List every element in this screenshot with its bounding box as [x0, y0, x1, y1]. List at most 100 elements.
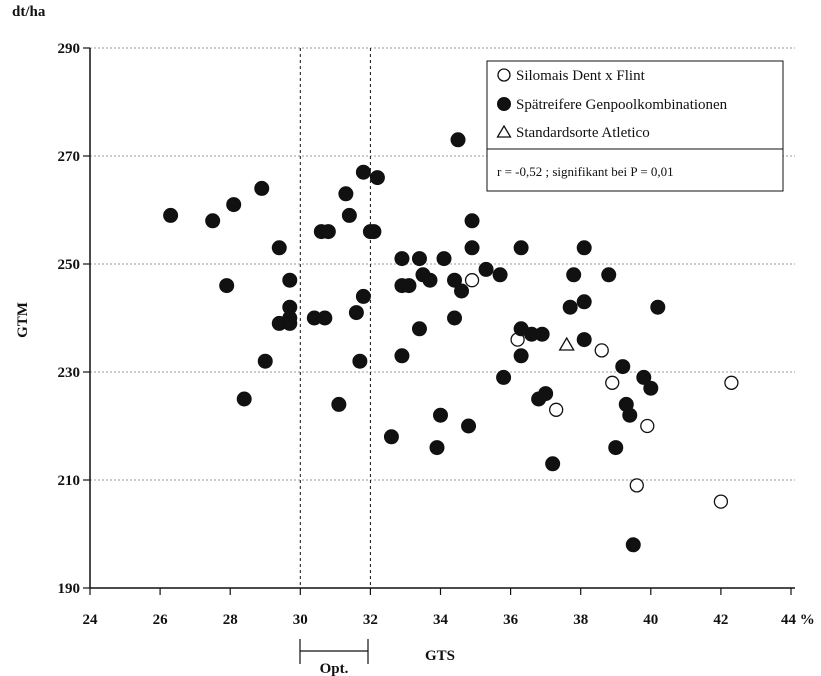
x-tick-label: 44 %: [781, 612, 815, 628]
legend: Silomais Dent x Flint Spätreifere Genpoo…: [486, 60, 784, 150]
x-axis-ticks: 24 26 28 30 32 34 36 38 40 42 44 %: [83, 588, 815, 628]
point-spaetreife: [219, 278, 235, 294]
point-silomais: [464, 273, 480, 288]
statistic-box-frame: [486, 148, 784, 192]
point-spaetreife: [566, 267, 582, 283]
point-spaetreife: [576, 294, 592, 310]
point-spaetreife: [411, 321, 427, 337]
axes: [89, 48, 795, 589]
point-spaetreife: [433, 407, 448, 423]
point-spaetreife: [355, 164, 371, 180]
x-tick-label: 40: [643, 612, 658, 628]
x-tick-label: 36: [503, 612, 519, 628]
point-spaetreife: [562, 299, 578, 315]
point-silomais: [629, 478, 644, 493]
data-points: [163, 132, 739, 553]
point-spaetreife: [394, 251, 410, 267]
point-spaetreife: [450, 132, 466, 148]
point-spaetreife: [545, 456, 561, 472]
point-spaetreife: [464, 213, 480, 229]
point-spaetreife: [601, 267, 617, 283]
point-spaetreife: [615, 359, 631, 375]
point-spaetreife: [436, 251, 452, 267]
y-tick-label: 290: [58, 41, 81, 57]
point-spaetreife: [282, 315, 298, 331]
legend-box: [486, 60, 784, 150]
point-spaetreife: [496, 369, 512, 385]
x-tick-label: 38: [573, 612, 588, 628]
x-tick-label: 34: [433, 612, 449, 628]
point-silomais: [594, 343, 609, 358]
point-spaetreife: [576, 332, 592, 348]
y-axis-ticks: 190 210 230 250 270 290: [58, 41, 90, 597]
point-standardsorte: [558, 336, 575, 351]
point-spaetreife: [331, 396, 347, 412]
point-spaetreife: [355, 288, 371, 304]
point-spaetreife: [478, 261, 494, 277]
optimum-range-lines: [299, 48, 371, 588]
legend-marker-open-circle: [497, 68, 511, 82]
x-tick-label: 24: [83, 612, 99, 628]
point-spaetreife: [254, 180, 270, 196]
point-spaetreife: [464, 240, 480, 256]
point-spaetreife: [422, 272, 438, 288]
x-tick-label: 30: [293, 612, 308, 628]
x-tick-label: 42: [713, 612, 728, 628]
y-tick-label: 210: [58, 473, 81, 489]
point-spaetreife: [643, 380, 659, 396]
legend-marker-triangle: [496, 124, 512, 138]
point-spaetreife: [576, 240, 592, 256]
point-spaetreife: [636, 369, 652, 385]
point-spaetreife: [341, 207, 357, 223]
point-spaetreife: [271, 240, 287, 256]
point-spaetreife: [394, 348, 410, 364]
legend-entry-standardsorte: Standardsorte Atletico: [516, 125, 650, 141]
x-tick-label: 26: [153, 612, 169, 628]
point-spaetreife: [513, 240, 529, 256]
point-spaetreife: [411, 251, 427, 267]
point-spaetreife: [352, 353, 368, 369]
y-tick-label: 270: [58, 149, 81, 165]
x-axis-label: GTS: [425, 648, 455, 664]
y-tick-label: 230: [58, 365, 81, 381]
point-spaetreife: [257, 353, 273, 369]
point-spaetreife: [320, 224, 336, 240]
point-spaetreife: [513, 348, 529, 364]
point-spaetreife: [348, 305, 364, 321]
point-spaetreife: [650, 299, 666, 315]
point-spaetreife: [236, 391, 252, 407]
legend-marker-filled-circle: [497, 97, 511, 111]
y-unit-label: dt/ha: [12, 4, 46, 20]
point-spaetreife: [461, 418, 477, 434]
point-spaetreife: [317, 310, 333, 326]
point-spaetreife: [366, 224, 382, 240]
point-silomais: [605, 375, 620, 390]
point-spaetreife: [447, 310, 463, 326]
point-silomais: [724, 375, 739, 390]
point-silomais: [549, 402, 564, 417]
correlation-annotation: r = -0,52 ; signifikant bei P = 0,01: [497, 164, 674, 179]
y-axis-label: GTM: [15, 302, 31, 338]
point-spaetreife: [383, 429, 399, 445]
x-tick-label: 32: [363, 612, 378, 628]
y-tick-label: 250: [58, 257, 81, 273]
point-spaetreife: [608, 440, 624, 456]
point-spaetreife: [492, 267, 508, 283]
point-spaetreife: [282, 272, 298, 288]
point-spaetreife: [401, 278, 417, 294]
point-spaetreife: [226, 197, 242, 213]
legend-entry-spaetreife: Spätreifere Genpoolkombinationen: [516, 97, 728, 113]
point-spaetreife: [454, 283, 470, 299]
point-spaetreife: [369, 170, 385, 186]
point-spaetreife: [338, 186, 354, 202]
legend-entry-silomais: Silomais Dent x Flint: [516, 68, 646, 84]
optimum-label: Opt.: [320, 661, 349, 676]
point-spaetreife: [447, 272, 463, 288]
point-silomais: [640, 418, 655, 434]
point-spaetreife: [163, 207, 179, 223]
y-tick-label: 190: [58, 581, 81, 597]
point-spaetreife: [622, 407, 638, 423]
point-spaetreife: [205, 213, 221, 229]
point-spaetreife: [538, 386, 554, 402]
